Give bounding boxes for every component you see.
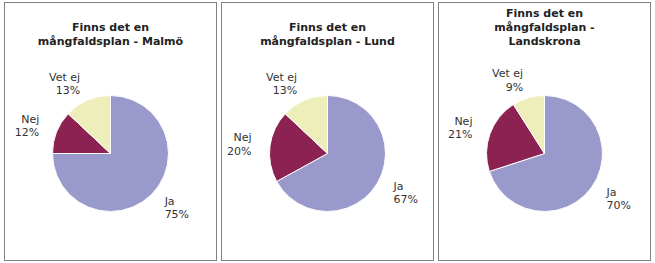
html-text:Finns det en mångfaldsplan - M: Finns det en mångfaldsplan - Malmö [37,21,184,48]
svg-text:Ja75%: Ja75% [164,195,189,221]
svg-text:Vet ej9%: Vet ej9% [492,67,523,93]
svg-text:Ja70%: Ja70% [605,185,630,211]
html-text:Finns det en mångfaldsplan - L: Finns det en mångfaldsplan - Landskrona [494,7,595,48]
svg-text:Ja67%: Ja67% [392,179,417,205]
svg-text:Vet ej13%: Vet ej13% [266,70,297,96]
html-text:Finns det en mångfaldsplan - L: Finns det en mångfaldsplan - Lund [260,21,395,48]
svg-text:Vet ej13%: Vet ej13% [49,70,80,96]
svg-text:Nej12%: Nej12% [15,112,39,138]
svg-text:Nej20%: Nej20% [227,131,251,157]
svg-text:Nej21%: Nej21% [448,114,472,140]
